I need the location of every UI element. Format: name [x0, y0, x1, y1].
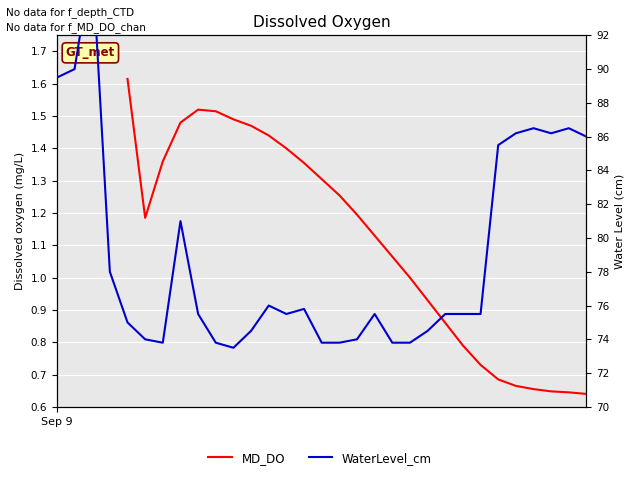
Text: GT_met: GT_met: [66, 47, 115, 60]
Text: No data for f_depth_CTD: No data for f_depth_CTD: [6, 7, 134, 18]
Title: Dissolved Oxygen: Dissolved Oxygen: [253, 15, 390, 30]
Y-axis label: Dissolved oxygen (mg/L): Dissolved oxygen (mg/L): [15, 152, 25, 290]
Legend: MD_DO, WaterLevel_cm: MD_DO, WaterLevel_cm: [204, 447, 436, 469]
Text: No data for f_MD_DO_chan: No data for f_MD_DO_chan: [6, 22, 147, 33]
Y-axis label: Water Level (cm): Water Level (cm): [615, 173, 625, 269]
